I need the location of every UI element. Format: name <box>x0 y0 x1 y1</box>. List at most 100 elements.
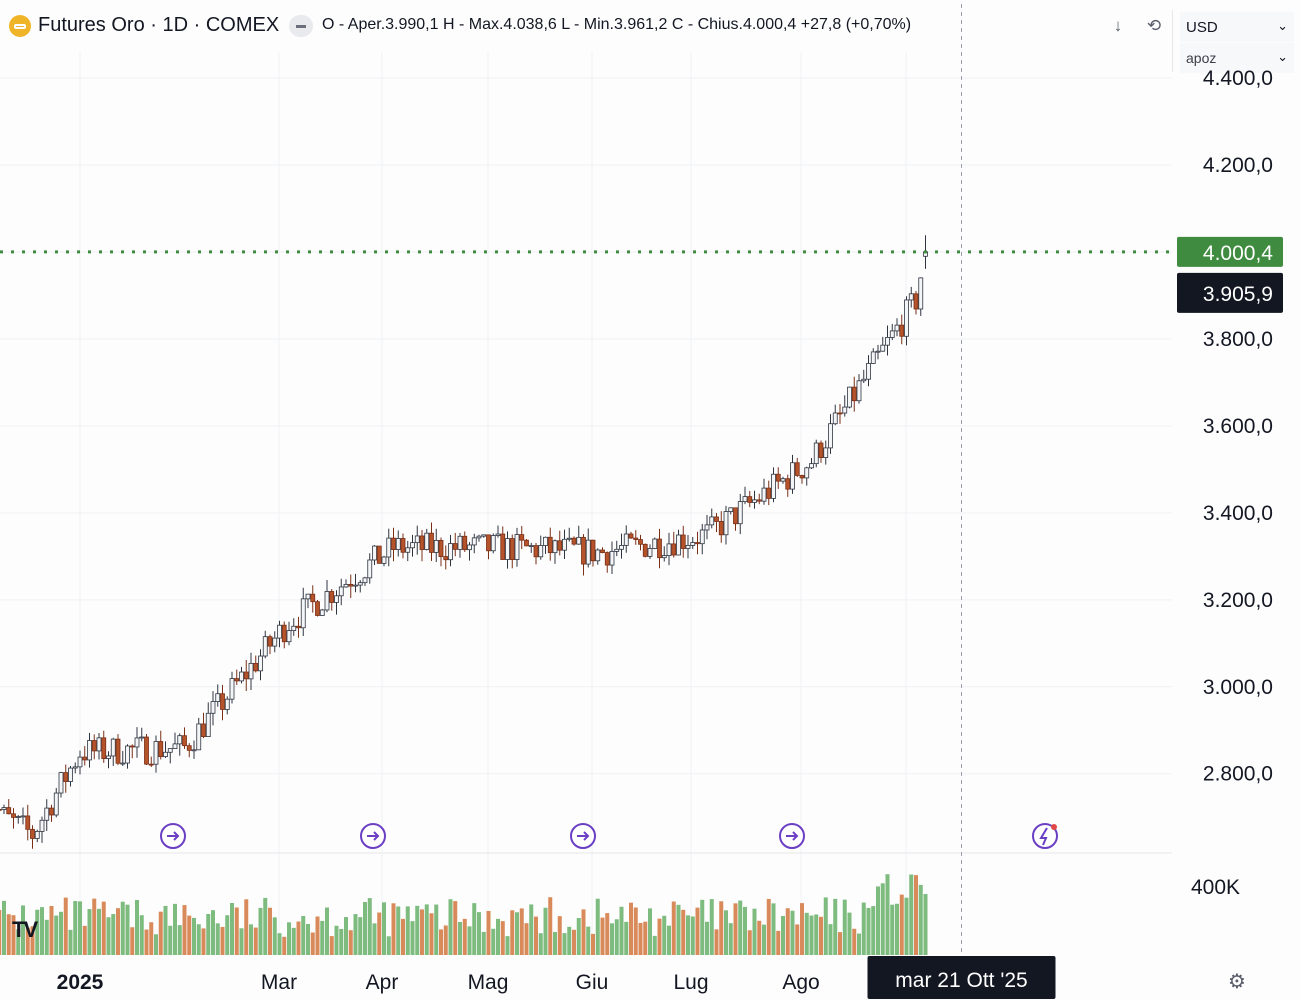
volume-bar <box>743 906 747 955</box>
volume-bar <box>448 899 453 955</box>
volume-bar <box>234 907 239 955</box>
volume-bar <box>923 894 928 955</box>
candle-body <box>519 534 525 541</box>
candle-body <box>809 463 814 469</box>
candle-body <box>191 749 197 752</box>
candle-body <box>258 655 263 672</box>
volume-bar <box>16 929 21 955</box>
volume-bar <box>790 910 795 955</box>
replay-icon[interactable]: ⟲ <box>1146 16 1162 35</box>
volume-bar <box>325 907 329 955</box>
volume-bar <box>828 924 833 955</box>
candle-body <box>110 738 116 757</box>
gold-coin-icon <box>9 15 31 37</box>
volume-bar <box>291 927 296 955</box>
candle-body <box>68 767 73 782</box>
candle-body <box>728 507 734 512</box>
candle-body <box>148 763 154 766</box>
candle-body <box>39 819 45 832</box>
candle-body <box>167 748 173 753</box>
arrow-down-icon[interactable]: ↓ <box>1113 16 1123 35</box>
header-divider <box>1172 10 1173 72</box>
volume-bar <box>572 929 576 955</box>
volume-bar <box>78 901 82 955</box>
candle-body <box>324 591 330 611</box>
volume-bar <box>595 898 600 955</box>
volume-bar <box>154 934 158 955</box>
volume-bar <box>638 922 643 955</box>
candle-body <box>177 735 183 745</box>
candle-body <box>676 534 681 556</box>
candle-body <box>134 737 140 748</box>
volume-bar <box>182 905 187 955</box>
candle-body <box>614 548 620 552</box>
x-tick-label: Mag <box>468 971 509 994</box>
candle-body <box>851 386 857 402</box>
candle-body <box>861 378 867 382</box>
volume-bar <box>44 919 49 955</box>
volume-bar <box>11 915 16 955</box>
candle-body <box>243 671 249 680</box>
candle-body <box>761 487 767 502</box>
volume-bar <box>871 906 876 955</box>
volume-bar <box>496 918 500 955</box>
volume-bar <box>866 907 871 955</box>
collapse-legend-button[interactable] <box>289 15 313 37</box>
volume-bar <box>268 907 272 955</box>
volume-bar <box>762 924 766 955</box>
volume-bar <box>272 917 277 955</box>
volume-bar <box>771 903 776 955</box>
candle-body <box>652 538 658 549</box>
volume-bar <box>2 900 6 955</box>
volume-bar <box>135 899 139 955</box>
volume-bar <box>382 902 386 955</box>
gear-icon[interactable]: ⚙ <box>1228 971 1246 993</box>
volume-bar <box>59 911 63 955</box>
candle-body <box>481 534 487 537</box>
candle-body <box>372 545 377 561</box>
volume-bar <box>800 903 804 955</box>
candle-body <box>429 532 434 553</box>
currency-select[interactable]: USD ⌄ <box>1180 12 1294 42</box>
volume-bar <box>158 911 163 955</box>
crosshair-price-label: 3.905,9 <box>1203 283 1273 306</box>
volume-bar <box>163 905 168 955</box>
candle-body <box>96 737 102 752</box>
volume-bar <box>253 927 258 955</box>
candle-body <box>0 808 2 811</box>
candle-body <box>395 538 401 550</box>
volume-bar <box>249 924 253 955</box>
arrow-right-icon <box>786 831 799 841</box>
volume-bar <box>177 925 182 955</box>
candle-body <box>44 807 50 821</box>
crosshair-date-label: mar 21 Ott '25 <box>895 969 1027 992</box>
volume-bar <box>567 926 572 955</box>
candle-body <box>524 539 529 547</box>
volume-bar <box>605 913 610 955</box>
candle-body <box>186 745 192 751</box>
volume-bar <box>348 930 353 955</box>
candle-body <box>486 534 491 552</box>
volume-bar <box>187 915 192 955</box>
volume-bar <box>700 899 705 955</box>
candle-body <box>72 766 78 769</box>
candle-body <box>685 545 691 549</box>
candle-body <box>315 601 320 616</box>
candle-body <box>509 538 515 560</box>
candle-body <box>661 555 667 559</box>
candle-body <box>334 595 339 603</box>
candle-body <box>101 737 107 759</box>
volume-bar <box>876 886 880 955</box>
candle-body <box>718 521 724 536</box>
volume-bar <box>315 916 320 955</box>
volume-bar <box>377 912 382 955</box>
volume-bar <box>681 909 686 955</box>
candle-body <box>680 534 686 549</box>
candle-body <box>538 545 544 558</box>
volume-bar <box>624 921 629 955</box>
candle-body <box>391 537 396 550</box>
unit-select[interactable]: apoz ⌄ <box>1180 43 1294 73</box>
crosshair-date-label-bg <box>867 956 1056 999</box>
symbol-title[interactable]: Futures Oro · 1D · COMEX <box>38 14 280 36</box>
